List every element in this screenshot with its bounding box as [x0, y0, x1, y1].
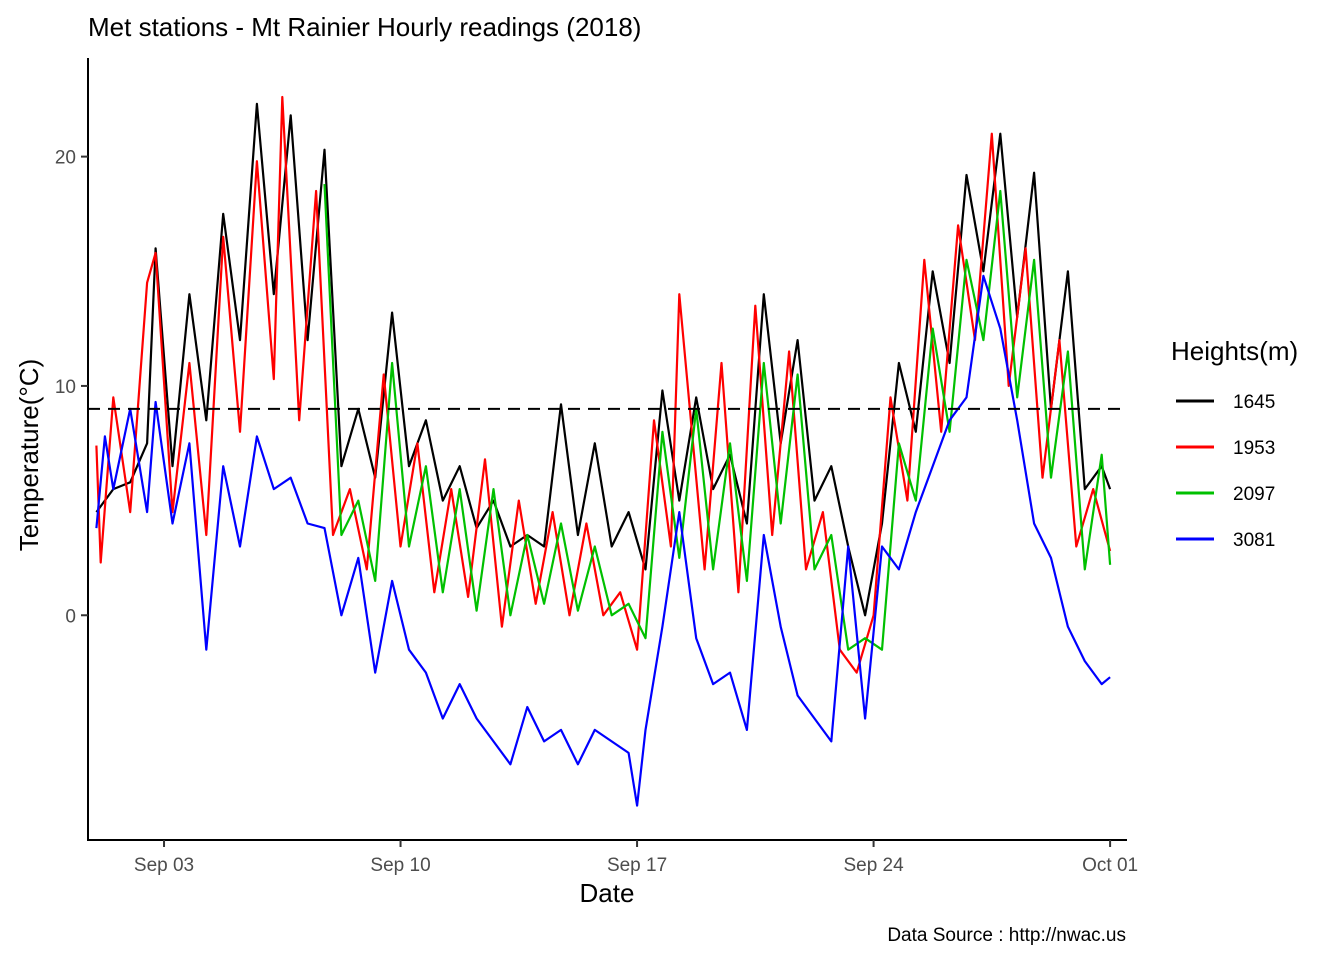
y-tick-label: 10 — [55, 377, 76, 398]
x-tick-label: Sep 03 — [134, 855, 194, 876]
legend-label-2097: 2097 — [1233, 484, 1275, 505]
legend: Heights(m) 1645 1953 2097 3081 — [1171, 336, 1298, 551]
plot-area — [88, 95, 1127, 807]
x-tick-label: Sep 17 — [607, 855, 667, 876]
series-line-3081 — [95, 274, 1111, 807]
caption: Data Source : http://nwac.us — [887, 925, 1126, 946]
chart-title: Met stations - Mt Rainier Hourly reading… — [88, 12, 641, 42]
legend-label-1645: 1645 — [1233, 392, 1275, 413]
axes: 0 10 20 Sep 03 Sep 10 Sep 17 Sep 24 Oct 01 — [55, 58, 1138, 876]
x-tick-label: Sep 24 — [843, 855, 904, 876]
legend-label-3081: 3081 — [1233, 530, 1275, 551]
series-line-1645 — [95, 102, 1112, 617]
y-tick-label: 20 — [55, 148, 76, 169]
legend-title: Heights(m) — [1171, 336, 1298, 366]
x-tick-label: Sep 10 — [370, 855, 430, 876]
legend-label-1953: 1953 — [1233, 438, 1275, 459]
series-line-1953 — [95, 95, 1112, 674]
y-axis-title: Temperature(°C) — [14, 359, 44, 551]
x-tick-label: Oct 01 — [1082, 855, 1138, 876]
y-tick-label: 0 — [65, 606, 76, 627]
series-line-2097 — [323, 184, 1112, 651]
x-axis-title: Date — [580, 878, 635, 908]
